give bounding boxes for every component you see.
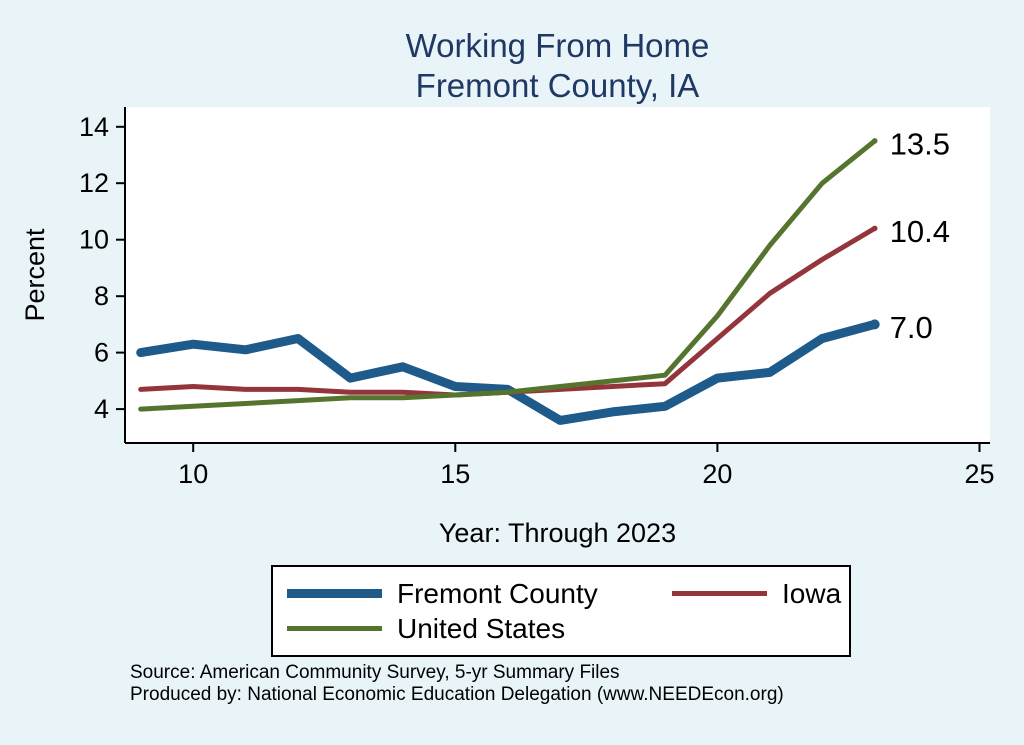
- source-line2: Produced by: National Economic Education…: [130, 684, 784, 705]
- plot-area: [125, 107, 990, 443]
- y-tick-label: 6: [94, 338, 109, 368]
- series-line-0: [136, 319, 880, 425]
- x-tick-label: 25: [964, 459, 994, 489]
- y-tick-label: 14: [79, 112, 109, 142]
- legend-entry-united-states: United States: [287, 613, 672, 645]
- chart-title: Working From Home Fremont County, IA: [125, 26, 990, 106]
- legend-entry-iowa: Iowa: [672, 578, 849, 610]
- y-axis-title: Percent: [20, 228, 50, 322]
- iowa-line-swatch: [672, 591, 767, 596]
- legend-label-fremont-county: Fremont County: [397, 577, 598, 609]
- x-axis-title: Year: Through 2023: [439, 518, 676, 548]
- united-states-line-swatch: [287, 626, 382, 631]
- source-line1: Source: American Community Survey, 5-yr …: [130, 662, 620, 683]
- legend-label-united-states: United States: [397, 612, 566, 644]
- series-end-marker-1: [871, 225, 878, 232]
- series-end-marker-0: [869, 319, 880, 330]
- x-tick-label: 20: [702, 459, 732, 489]
- chart-title-line1: Working From Home: [405, 27, 710, 64]
- series-end-label-1: 10.4: [890, 214, 950, 249]
- y-tick-label: 12: [79, 168, 109, 198]
- legend: Fremont County Iowa United States: [271, 565, 851, 657]
- x-tick-label: 10: [178, 459, 208, 489]
- series-end-marker-2: [871, 138, 878, 144]
- y-tick-label: 10: [79, 225, 109, 255]
- legend-label-iowa: Iowa: [782, 577, 842, 609]
- series-end-label-2: 13.5: [890, 126, 950, 161]
- x-tick-label: 15: [440, 459, 470, 489]
- legend-entry-fremont-county: Fremont County: [287, 578, 672, 610]
- fremont-county-line-swatch: [287, 589, 382, 598]
- source-note: Source: American Community Survey, 5-yr …: [130, 662, 784, 706]
- series-end-label-0: 7.0: [890, 310, 933, 345]
- chart-title-line2: Fremont County, IA: [415, 67, 700, 104]
- series-line-2: [138, 138, 878, 412]
- y-tick-label: 8: [94, 281, 109, 311]
- y-tick-label: 4: [94, 394, 109, 424]
